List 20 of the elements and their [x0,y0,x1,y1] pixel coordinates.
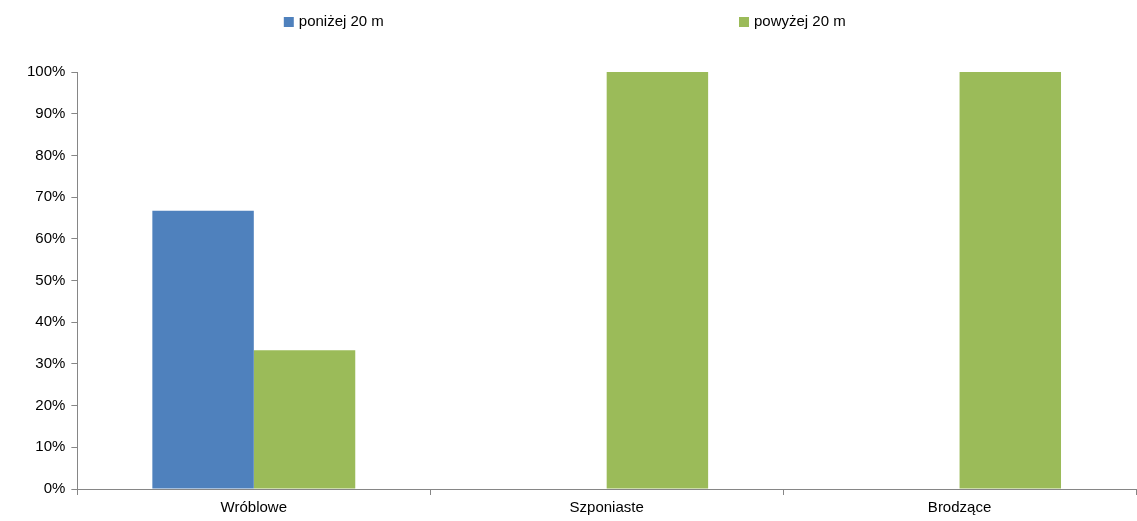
y-tick-label: 30% [35,354,66,372]
y-tick-label: 70% [35,187,66,205]
y-tick-label: 0% [43,479,66,497]
y-tick-label: 50% [35,270,66,288]
bar [606,72,709,489]
y-tick-label: 20% [35,395,66,413]
y-tick-label: 10% [35,437,66,455]
y-tick-label: 60% [35,228,66,246]
y-tick-label: 80% [35,145,66,163]
legend-label: poniżej 20 m [298,12,384,30]
x-tick-label: Brodzące [927,498,992,516]
x-tick-label: Wróblowe [220,498,288,516]
legend-label: powyżej 20 m [754,12,846,30]
y-tick-label: 40% [35,312,66,330]
y-tick-label: 100% [26,62,66,80]
bar [959,72,1062,489]
x-tick-label: Szponiaste [569,498,644,516]
bar [152,210,254,489]
bar [253,350,356,489]
y-tick-label: 90% [35,103,66,121]
